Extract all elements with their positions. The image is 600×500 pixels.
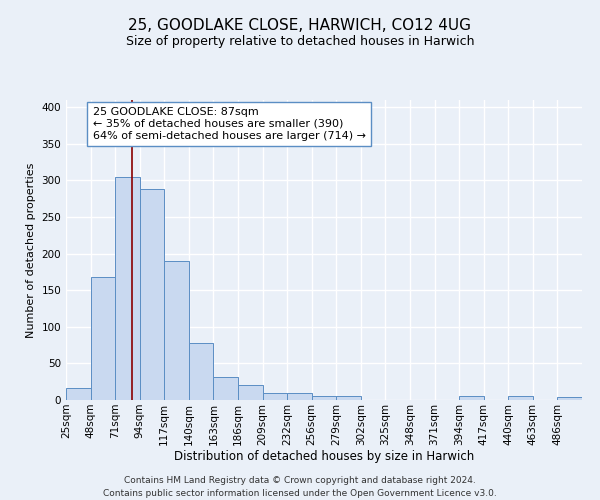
Bar (214, 376, 238, 400)
Bar (115, 177, 140, 400)
Y-axis label: Number of detached properties: Number of detached properties (26, 162, 36, 338)
Bar (312, 396, 336, 400)
Bar (66, 388, 91, 400)
Bar (336, 396, 361, 400)
Bar (238, 386, 263, 400)
Text: 25, GOODLAKE CLOSE, HARWICH, CO12 4UG: 25, GOODLAKE CLOSE, HARWICH, CO12 4UG (128, 18, 472, 32)
Bar (508, 396, 533, 400)
Text: Size of property relative to detached houses in Harwich: Size of property relative to detached ho… (126, 35, 474, 48)
Text: Contains HM Land Registry data © Crown copyright and database right 2024.
Contai: Contains HM Land Registry data © Crown c… (103, 476, 497, 498)
Bar (287, 394, 312, 400)
Text: 25 GOODLAKE CLOSE: 87sqm
← 35% of detached houses are smaller (390)
64% of semi-: 25 GOODLAKE CLOSE: 87sqm ← 35% of detach… (93, 108, 366, 140)
Bar (140, 190, 164, 400)
X-axis label: Distribution of detached houses by size in Harwich: Distribution of detached houses by size … (174, 450, 474, 464)
Bar (164, 261, 189, 400)
Bar (189, 343, 214, 400)
Bar (91, 277, 115, 400)
Bar (459, 396, 484, 400)
Bar (263, 394, 287, 400)
Bar (557, 397, 582, 400)
